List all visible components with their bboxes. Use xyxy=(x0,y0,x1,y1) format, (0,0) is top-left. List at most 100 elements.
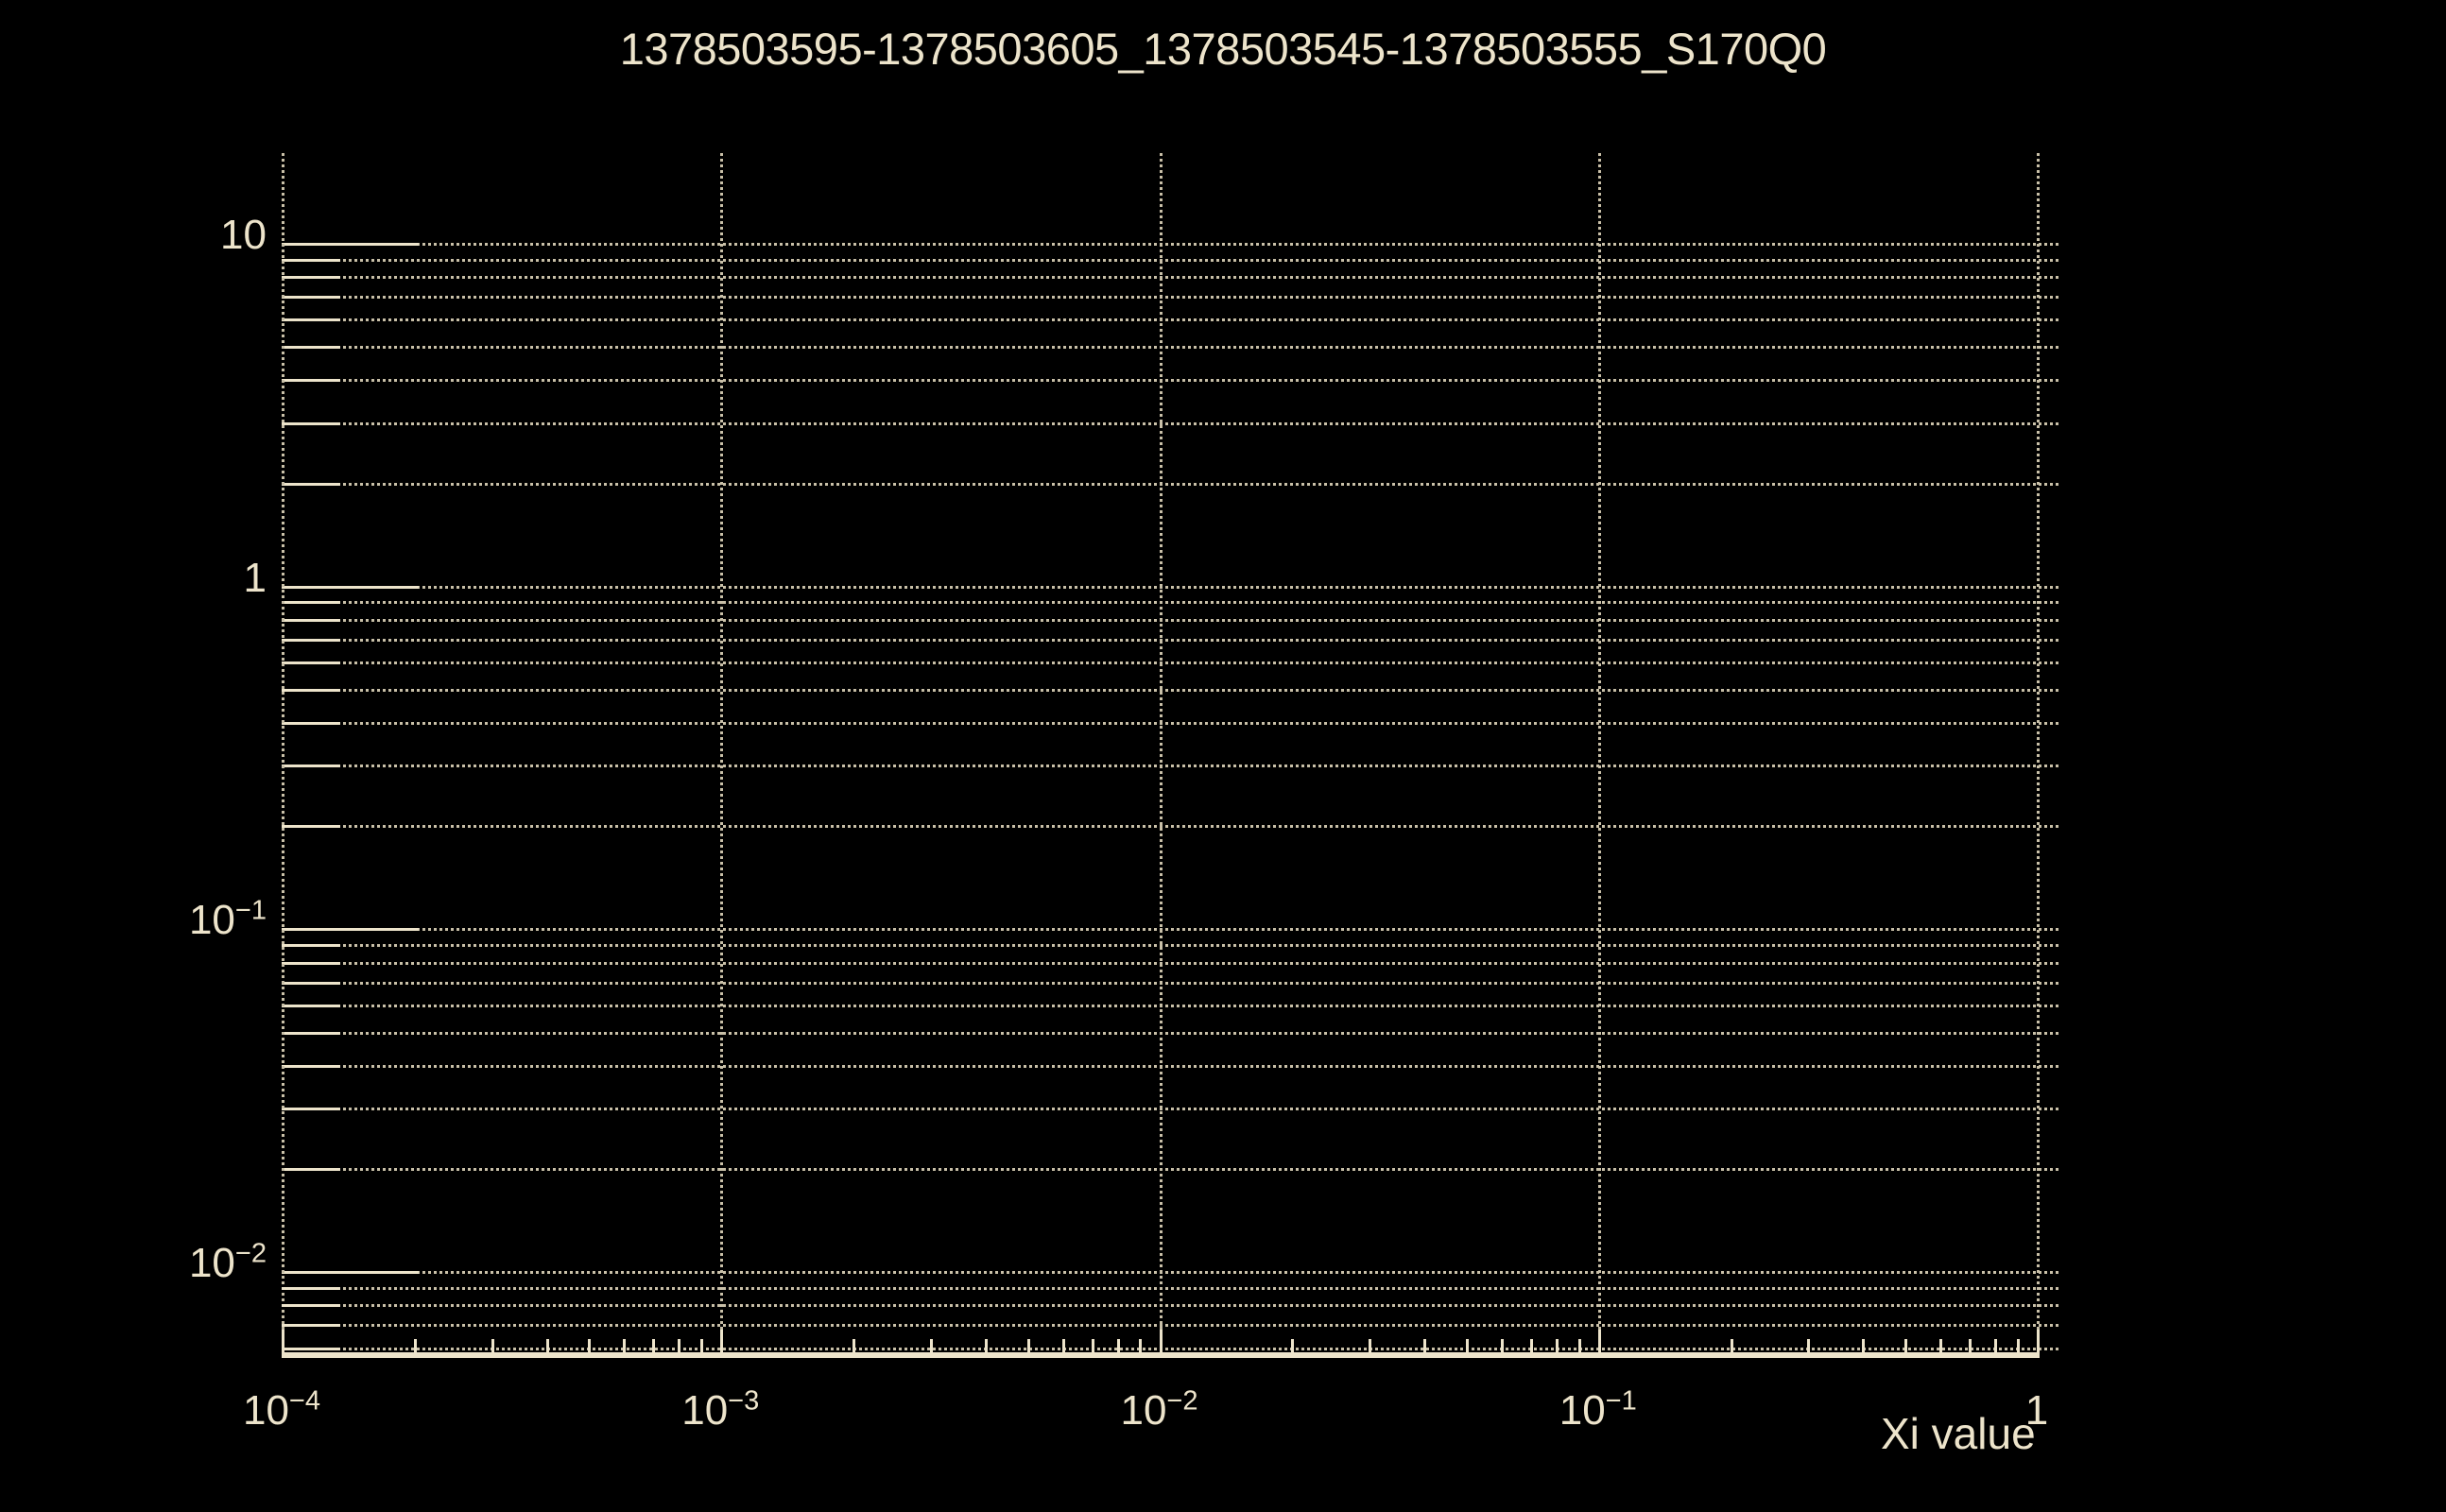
y-tick-mark xyxy=(282,961,340,965)
x-minor-tick xyxy=(1529,1339,1533,1358)
y-tick-label: 1 xyxy=(0,554,267,601)
plot-area xyxy=(282,153,2058,1358)
y-gridline xyxy=(282,981,2058,985)
x-minor-tick xyxy=(2016,1339,2020,1358)
y-gridline xyxy=(282,346,2058,350)
x-minor-tick xyxy=(1730,1339,1733,1358)
y-tick-mark xyxy=(282,928,419,932)
x-minor-tick xyxy=(1904,1339,1908,1358)
y-gridline xyxy=(282,1167,2058,1171)
y-gridline xyxy=(282,1304,2058,1308)
y-gridline xyxy=(282,961,2058,965)
y-tick-mark xyxy=(282,765,340,768)
y-gridline xyxy=(282,1347,2058,1350)
x-minor-tick xyxy=(1369,1339,1371,1358)
y-gridline xyxy=(282,1064,2058,1068)
x-tick-label-exponent: −1 xyxy=(1605,1385,1637,1417)
y-tick-label-mantissa: 10 xyxy=(188,897,235,944)
y-gridline xyxy=(282,421,2058,425)
y-tick-mark xyxy=(282,482,340,486)
y-tick-mark xyxy=(282,825,340,829)
y-gridline xyxy=(282,943,2058,947)
y-tick-label: 10 xyxy=(0,215,267,256)
page-title: 1378503595-1378503605_1378503545-1378503… xyxy=(619,24,1827,74)
x-gridline xyxy=(1597,153,1601,1358)
x-minor-tick xyxy=(1500,1339,1504,1358)
y-gridline xyxy=(282,688,2058,692)
y-tick-mark xyxy=(282,379,340,383)
y-gridline xyxy=(282,318,2058,322)
y-gridline xyxy=(282,928,2058,932)
y-tick-mark xyxy=(282,585,419,589)
x-minor-tick xyxy=(1862,1339,1866,1358)
y-tick-mark xyxy=(282,1286,340,1290)
y-tick-label: 10−1 xyxy=(0,897,267,944)
y-tick-mark xyxy=(282,258,340,262)
x-tick-label-mantissa: 1 xyxy=(2024,1387,2049,1434)
x-minor-tick xyxy=(1465,1339,1469,1358)
y-tick-mark xyxy=(282,1324,340,1328)
x-major-tick xyxy=(2037,1330,2040,1358)
y-gridline xyxy=(282,601,2058,605)
y-gridline xyxy=(282,296,2058,300)
x-tick-label-exponent: −3 xyxy=(728,1385,760,1417)
x-tick-label-mantissa: 10 xyxy=(242,1387,289,1434)
y-gridline xyxy=(282,258,2058,262)
y-tick-mark xyxy=(282,601,340,605)
x-tick-label-mantissa: 10 xyxy=(681,1387,729,1434)
y-tick-mark xyxy=(282,243,419,246)
x-minor-tick xyxy=(1577,1339,1581,1358)
y-tick-mark xyxy=(282,1064,340,1068)
x-minor-tick xyxy=(678,1339,681,1358)
y-tick-mark xyxy=(282,1167,340,1171)
x-tick-label: 10−3 xyxy=(578,1387,862,1434)
x-minor-tick xyxy=(1116,1339,1120,1358)
y-gridline xyxy=(282,618,2058,622)
x-major-tick xyxy=(720,1330,724,1358)
y-tick-mark xyxy=(282,981,340,985)
x-gridline xyxy=(2037,153,2040,1358)
y-minor-tick xyxy=(282,1324,296,1328)
x-minor-tick xyxy=(1423,1339,1426,1358)
y-gridline xyxy=(282,379,2058,383)
y-gridline xyxy=(282,825,2058,829)
x-tick-label-exponent: −4 xyxy=(288,1385,321,1417)
y-tick-label-exponent: −2 xyxy=(234,1238,267,1269)
x-minor-tick xyxy=(929,1339,933,1358)
x-minor-tick xyxy=(588,1339,592,1358)
x-major-tick xyxy=(282,1330,284,1358)
x-major-tick xyxy=(1597,1330,1601,1358)
y-tick-mark xyxy=(282,1004,340,1007)
x-minor-tick xyxy=(700,1339,703,1358)
y-tick-label-mantissa: 10 xyxy=(220,212,267,258)
x-tick-label-mantissa: 10 xyxy=(1559,1387,1606,1434)
y-tick-label-exponent: −1 xyxy=(234,895,267,926)
x-gridline xyxy=(282,153,284,1358)
y-tick-mark xyxy=(282,1271,419,1275)
x-gridline xyxy=(1159,153,1163,1358)
y-gridline xyxy=(282,1031,2058,1035)
y-gridline xyxy=(282,1286,2058,1290)
y-tick-mark xyxy=(282,722,340,726)
y-tick-label-mantissa: 1 xyxy=(243,554,267,601)
y-gridline xyxy=(282,1271,2058,1275)
x-minor-tick xyxy=(1091,1339,1094,1358)
y-tick-mark xyxy=(282,688,340,692)
y-tick-mark xyxy=(282,296,340,300)
y-tick-label-mantissa: 10 xyxy=(188,1240,235,1287)
y-tick-mark xyxy=(282,943,340,947)
y-gridline xyxy=(282,765,2058,768)
y-tick-label: 10−2 xyxy=(0,1240,267,1287)
x-minor-tick xyxy=(1939,1339,1942,1358)
y-tick-mark xyxy=(282,1108,340,1111)
y-gridline xyxy=(282,243,2058,246)
y-tick-mark xyxy=(282,346,340,350)
y-gridline xyxy=(282,482,2058,486)
y-tick-mark xyxy=(282,318,340,322)
x-minor-tick xyxy=(1555,1339,1559,1358)
y-tick-mark xyxy=(282,421,340,425)
x-minor-tick xyxy=(652,1339,656,1358)
y-tick-mark xyxy=(282,618,340,622)
x-tick-label-mantissa: 10 xyxy=(1120,1387,1167,1434)
